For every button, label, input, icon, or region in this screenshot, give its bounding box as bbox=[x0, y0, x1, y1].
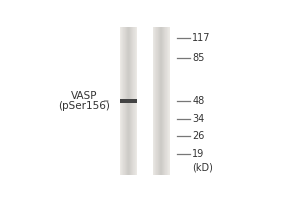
Bar bbox=[123, 27, 124, 175]
Bar bbox=[124, 27, 125, 175]
Bar bbox=[127, 27, 128, 175]
Bar bbox=[167, 27, 168, 175]
Bar bbox=[133, 27, 134, 175]
Bar bbox=[134, 27, 135, 175]
Bar bbox=[162, 27, 163, 175]
Bar bbox=[156, 27, 157, 175]
Bar bbox=[126, 27, 127, 175]
Text: 34: 34 bbox=[192, 114, 204, 124]
Bar bbox=[154, 27, 155, 175]
Bar bbox=[158, 27, 159, 175]
Bar bbox=[136, 27, 137, 175]
Bar bbox=[120, 27, 121, 175]
Bar bbox=[168, 27, 169, 175]
Bar bbox=[161, 27, 162, 175]
Bar bbox=[163, 27, 164, 175]
Bar bbox=[128, 27, 129, 175]
Bar bbox=[161, 27, 162, 175]
Bar bbox=[130, 27, 131, 175]
Bar bbox=[165, 27, 166, 175]
Text: 26: 26 bbox=[192, 131, 205, 141]
Bar bbox=[132, 27, 133, 175]
Bar bbox=[166, 27, 167, 175]
Bar bbox=[128, 27, 129, 175]
Bar bbox=[157, 27, 158, 175]
Bar bbox=[164, 27, 165, 175]
Bar bbox=[163, 27, 164, 175]
Text: 117: 117 bbox=[192, 33, 211, 43]
Bar bbox=[165, 27, 166, 175]
Text: 85: 85 bbox=[192, 53, 205, 63]
Bar bbox=[135, 27, 136, 175]
Bar bbox=[121, 27, 122, 175]
Bar bbox=[130, 27, 131, 175]
Bar bbox=[155, 27, 156, 175]
Bar bbox=[125, 27, 126, 175]
Bar bbox=[153, 27, 154, 175]
Text: 48: 48 bbox=[192, 96, 204, 106]
Bar bbox=[159, 27, 160, 175]
Bar bbox=[134, 27, 135, 175]
Bar bbox=[121, 27, 122, 175]
Text: (kD): (kD) bbox=[192, 163, 213, 173]
Bar bbox=[124, 27, 125, 175]
Bar bbox=[120, 99, 137, 103]
Bar bbox=[132, 27, 133, 175]
Text: 19: 19 bbox=[192, 149, 204, 159]
Bar bbox=[127, 27, 128, 175]
Bar bbox=[155, 27, 156, 175]
Bar bbox=[160, 27, 161, 175]
Bar bbox=[159, 27, 160, 175]
Bar bbox=[123, 27, 124, 175]
Bar bbox=[122, 27, 123, 175]
Bar bbox=[129, 27, 130, 175]
Text: VASP: VASP bbox=[71, 91, 97, 101]
Bar bbox=[131, 27, 132, 175]
Text: (pSer156): (pSer156) bbox=[58, 101, 110, 111]
